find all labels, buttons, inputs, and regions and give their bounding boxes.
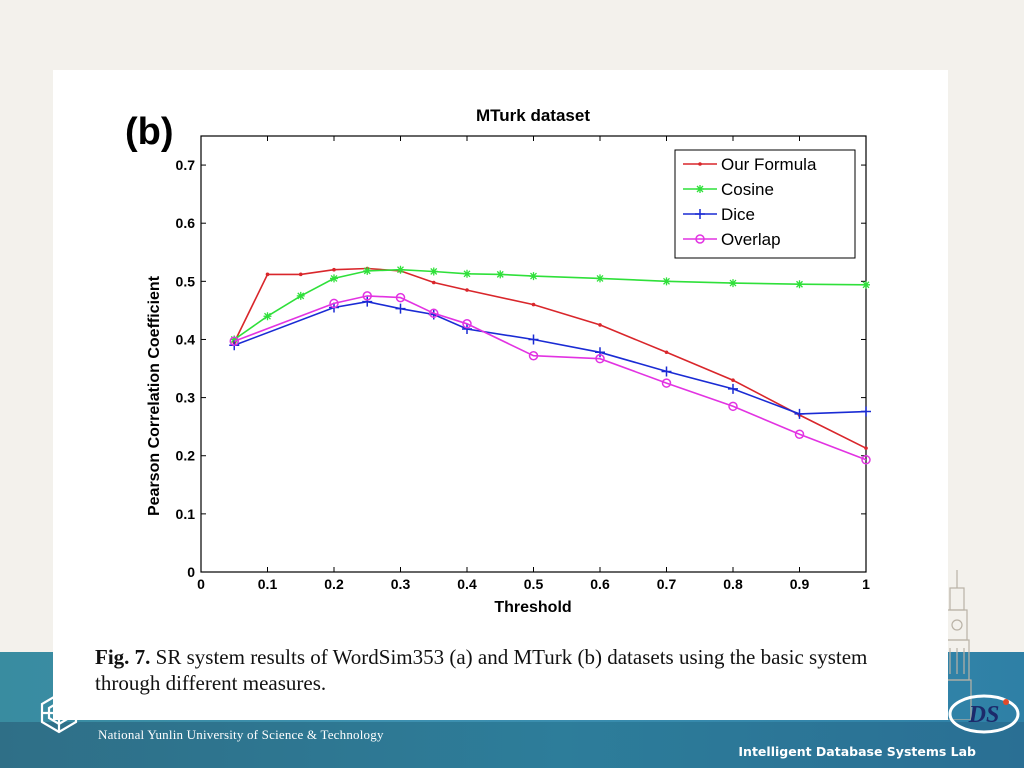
x-tick-label: 0.3 [391,576,411,592]
y-tick-label: 0.7 [176,157,196,173]
point-marker [794,429,805,439]
caption-text: SR system results of WordSim353 (a) and … [95,645,868,695]
point-marker [462,324,472,335]
point-marker [462,319,472,329]
point-marker [463,269,471,278]
point-marker [661,378,672,388]
point-marker [795,280,804,289]
y-tick-label: 0.1 [176,506,196,522]
legend-label: Overlap [721,230,781,249]
figure-card: (b) MTurk dataset Threshold Pearson Corr… [53,70,948,720]
point-marker [229,336,239,346]
footer-lab-name: Intelligent Database Systems Lab [738,744,976,759]
legend: Our Formula Cosine Dice Overlap [674,149,856,259]
point-marker [596,274,604,283]
point-marker [330,274,338,283]
point-marker [662,277,671,286]
point-marker [431,280,436,285]
point-marker [695,234,705,244]
series-cosine [230,265,870,344]
point-marker [696,185,704,193]
x-tick-label: 0 [197,576,205,592]
point-marker [595,347,605,358]
svg-text:DS: DS [968,702,1000,728]
point-marker [661,366,672,377]
figure-caption: Fig. 7. SR system results of WordSim353 … [95,644,935,696]
x-tick-label: 1 [862,576,870,592]
point-marker [861,455,871,465]
point-marker [429,308,439,319]
series-layer [229,265,871,465]
point-marker [862,280,870,289]
y-tick-label: 0.5 [176,273,196,289]
y-tick-label: 0.2 [176,448,196,464]
point-marker [695,209,705,219]
point-marker [794,408,805,419]
line-chart: (b) MTurk dataset Threshold Pearson Corr… [125,106,871,616]
point-marker [265,272,270,277]
point-marker [698,162,702,166]
x-tick-label: 0.1 [258,576,278,592]
point-marker [329,298,339,309]
y-tick-label: 0.3 [176,390,196,406]
legend-box [674,149,856,259]
footer-university-name: National Yunlin University of Science & … [98,727,384,742]
series-line [234,300,867,415]
point-marker [362,296,373,307]
chart-title: MTurk dataset [476,106,590,125]
point-marker [395,292,406,303]
point-marker [728,383,738,394]
point-marker [529,272,538,281]
series-dice [229,296,871,419]
point-marker [728,401,738,412]
point-marker [664,350,669,355]
point-marker [496,270,505,279]
point-marker [861,406,871,417]
point-marker [429,267,438,276]
x-axis-label: Threshold [494,599,571,616]
point-marker [864,446,868,450]
legend-label: Dice [721,205,755,224]
panel-label: (b) [125,111,174,153]
point-marker [731,378,735,382]
lab-logo: DS [948,694,1020,734]
caption-label: Fig. 7. [95,645,151,669]
point-marker [729,279,737,288]
point-marker [396,265,405,274]
point-marker [296,291,305,300]
series-our-formula [232,266,868,450]
point-marker [362,291,372,301]
point-marker [528,350,539,361]
point-marker [465,288,469,292]
axis-ticks: 0 0.1 0.2 0.3 0.4 0.5 0.6 0.7 0.8 0.9 1 0 0.1 0.2 0.3 0… [176,136,870,592]
point-marker [332,267,336,272]
x-tick-label: 0.6 [590,576,610,592]
point-marker [531,302,536,307]
x-tick-label: 0.4 [457,576,477,592]
y-axis-label: Pearson Correlation Coefficient [146,275,163,516]
point-marker [598,323,602,327]
legend-label: Our Formula [721,155,817,174]
series-line [234,295,867,461]
y-tick-label: 0.4 [176,331,196,347]
legend-label: Cosine [721,180,774,199]
x-tick-label: 0.2 [324,576,344,592]
y-tick-label: 0 [187,564,195,580]
point-marker [595,353,605,364]
series-overlap [229,291,871,465]
point-marker [528,334,539,345]
x-tick-label: 0.9 [790,576,810,592]
point-marker [298,272,303,277]
point-marker [363,266,372,275]
x-tick-label: 0.7 [657,576,677,592]
point-marker [263,312,272,321]
series-line [233,267,867,449]
x-tick-label: 0.5 [524,576,544,592]
x-tick-label: 0.8 [723,576,743,592]
point-marker [395,303,406,314]
y-tick-label: 0.6 [176,215,196,231]
point-marker [230,335,239,344]
